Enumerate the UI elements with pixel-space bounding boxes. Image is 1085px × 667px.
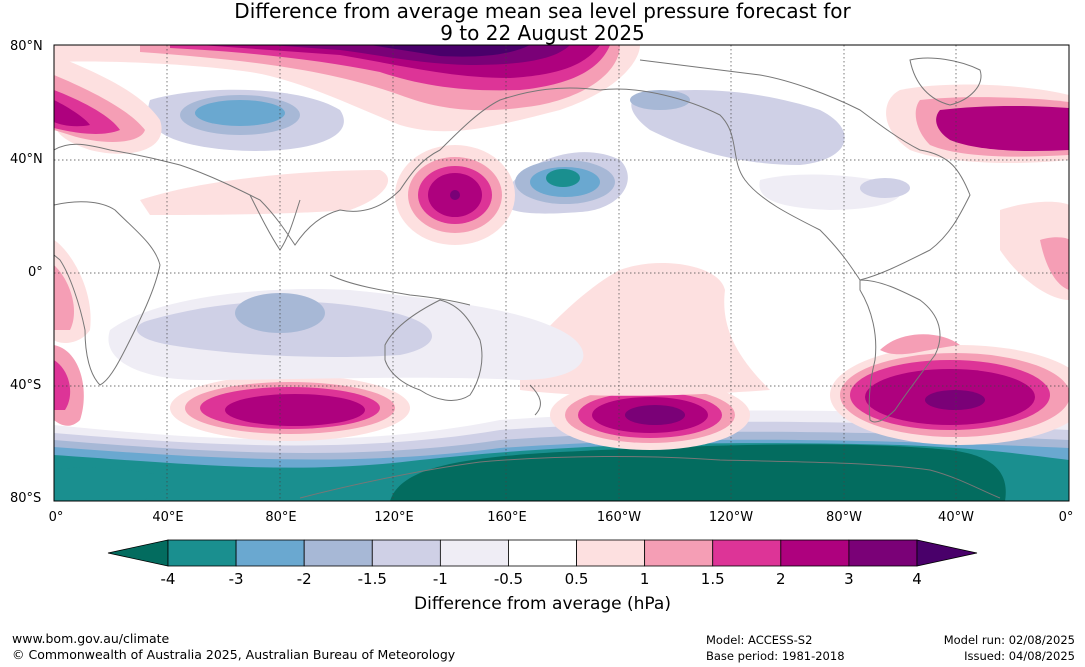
colorbar-swatch	[371, 539, 441, 567]
colorbar-swatch	[712, 539, 782, 567]
lon-label-160e: 160°E	[487, 510, 527, 525]
colorbar-extend-high	[916, 539, 978, 567]
footer-model-info: Model: ACCESS-S2 Base period: 1981-2018	[706, 632, 845, 664]
map-frame	[53, 44, 1070, 502]
lon-label-40e: 40°E	[152, 510, 184, 525]
colorbar-swatch	[644, 539, 714, 567]
colorbar-tick-label: 1	[639, 570, 650, 588]
lat-label-40n: 40°N	[10, 152, 43, 167]
copyright-text: © Commonwealth of Australia 2025, Austra…	[12, 647, 456, 662]
issued-date: Issued: 04/08/2025	[964, 649, 1075, 663]
lon-label-120w: 120°W	[708, 510, 754, 525]
footer-dates: Model run: 02/08/2025 Issued: 04/08/2025	[944, 632, 1075, 664]
lon-label-80e: 80°E	[265, 510, 297, 525]
colorbar-swatch	[576, 539, 646, 567]
colorbar-swatch	[439, 539, 509, 567]
lon-label-40w: 40°W	[938, 510, 974, 525]
colorbar-tick-label: 0.5	[564, 570, 589, 588]
colorbar-extend-low	[107, 539, 169, 567]
colorbar-swatch	[508, 539, 577, 567]
colorbar-tick-label: -2	[296, 570, 312, 588]
colorbar-tick-label: -0.5	[493, 570, 524, 588]
lon-label-0: 0°	[48, 510, 64, 525]
colorbar-tick-label: -1	[432, 570, 448, 588]
colorbar-swatch	[303, 539, 373, 567]
title-line-2: 9 to 22 August 2025	[440, 21, 645, 45]
model-run-date: Model run: 02/08/2025	[943, 633, 1075, 647]
lon-label-80w: 80°W	[826, 510, 862, 525]
lat-label-equator: 0°	[28, 265, 43, 280]
title-line-1: Difference from average mean sea level p…	[234, 0, 851, 23]
colorbar-tick-label: -1.5	[357, 570, 387, 588]
lon-label-160w: 160°W	[596, 510, 642, 525]
lon-label-120e: 120°E	[374, 510, 414, 525]
colorbar-label: Difference from average (hPa)	[414, 594, 671, 614]
colorbar-tick-label: 4	[912, 570, 922, 588]
colorbar-swatch	[848, 539, 918, 567]
footer-left: www.bom.gov.au/climate © Commonwealth of…	[12, 631, 455, 663]
anomaly-field	[54, 45, 1069, 501]
model-name: Model: ACCESS-S2	[706, 633, 813, 647]
lon-label-0-right: 0°	[1058, 510, 1074, 525]
base-period: Base period: 1981-2018	[706, 649, 845, 663]
colorbar-swatch	[780, 539, 850, 567]
lat-label-80s: 80°S	[10, 491, 42, 506]
colorbar-tick-label: 1.5	[700, 570, 725, 588]
map-title: Difference from average mean sea level p…	[0, 0, 1085, 44]
lat-label-80n: 80°N	[10, 39, 43, 54]
colorbar-swatch	[167, 539, 237, 567]
colorbar-tick-label: 2	[776, 570, 786, 588]
colorbar-tick-label: 3	[844, 570, 854, 588]
graticule	[54, 45, 1069, 501]
colorbar-tick-label: -4	[160, 570, 176, 588]
coastlines	[54, 57, 1001, 499]
colorbar-swatch	[235, 539, 305, 567]
colorbar-tick-label: -3	[228, 570, 244, 588]
website-link[interactable]: www.bom.gov.au/climate	[12, 631, 170, 646]
colorbar	[107, 539, 978, 567]
lat-label-40s: 40°S	[10, 378, 42, 393]
